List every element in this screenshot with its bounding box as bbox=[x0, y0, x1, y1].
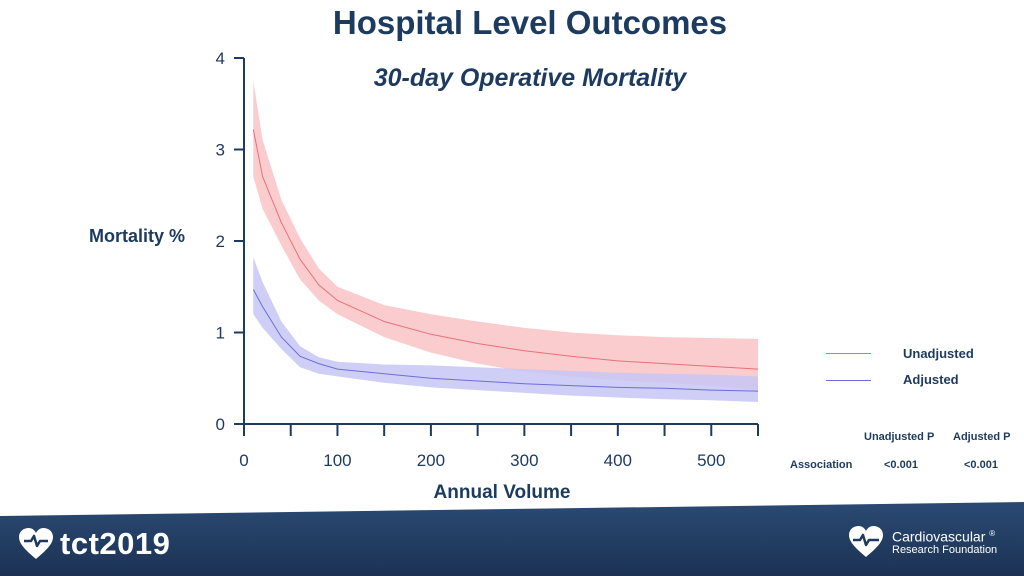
crf-logo: Cardiovascular ® Research Foundation bbox=[848, 525, 997, 559]
x-tick-label-200: 200 bbox=[417, 451, 445, 470]
series-line-adjusted bbox=[252, 289, 759, 392]
crf-heart-icon bbox=[849, 526, 883, 557]
x-tick-label-400: 400 bbox=[604, 451, 632, 470]
y-tick-label-0: 0 bbox=[216, 415, 225, 434]
pvalue-unadjusted: <0.001 bbox=[884, 459, 918, 471]
y-tick-label-2: 2 bbox=[216, 232, 225, 251]
series-line-unadjusted bbox=[252, 129, 759, 370]
legend-unadjusted-label: Unadjusted bbox=[903, 346, 974, 361]
slide-title: Hospital Level Outcomes bbox=[332, 4, 728, 41]
x-tick-label-100: 100 bbox=[323, 451, 351, 470]
x-tick-label-300: 300 bbox=[510, 451, 538, 470]
y-tick-label-3: 3 bbox=[216, 141, 225, 160]
heart-logo-icon bbox=[19, 528, 53, 559]
legend-adjusted-label: Adjusted bbox=[903, 372, 959, 387]
pvalue-row-label: Association bbox=[790, 459, 853, 471]
legend-unadjusted-line bbox=[826, 353, 871, 354]
ci-band-adjusted bbox=[253, 257, 759, 402]
crf-logo-line2: Research Foundation bbox=[892, 544, 998, 557]
pvalue-adjusted: <0.001 bbox=[964, 459, 998, 471]
x-tick-label-0: 0 bbox=[239, 451, 248, 470]
y-tick-label-4: 4 bbox=[216, 49, 225, 68]
legend-adjusted-line bbox=[826, 380, 871, 381]
x-axis-label: Annual Volume bbox=[433, 482, 571, 503]
tct-logo-text: tct2019 bbox=[60, 526, 171, 561]
x-tick-label-500: 500 bbox=[697, 451, 725, 470]
crf-registered-mark: ® bbox=[989, 528, 996, 538]
pvalue-header-adjusted: Adjusted P bbox=[953, 431, 1011, 443]
crf-logo-line1: Cardiovascular bbox=[892, 528, 986, 545]
y-axis-label: Mortality % bbox=[89, 226, 186, 246]
pvalue-header-unadjusted: Unadjusted P bbox=[864, 431, 935, 443]
ci-band-unadjusted bbox=[253, 80, 759, 391]
chart-subtitle: 30-day Operative Mortality bbox=[373, 64, 687, 92]
tct-logo: tct2019 bbox=[18, 526, 170, 562]
y-tick-label-1: 1 bbox=[216, 324, 225, 343]
